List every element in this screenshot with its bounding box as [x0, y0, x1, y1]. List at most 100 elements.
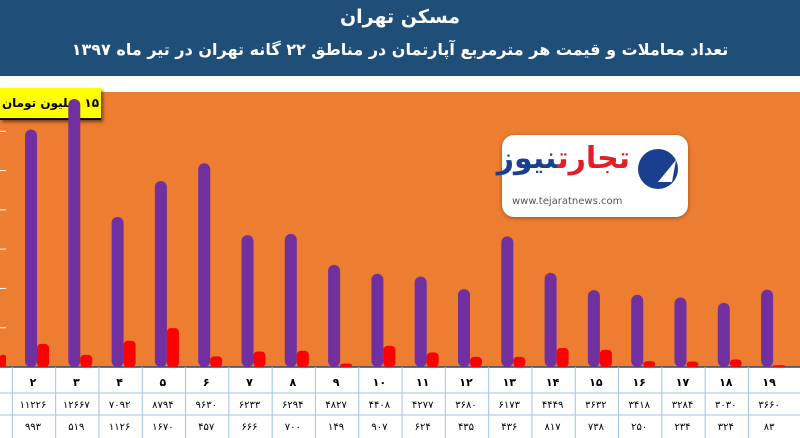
count-bar — [773, 365, 786, 367]
price-bar — [544, 272, 557, 367]
count-bar — [296, 350, 309, 367]
category-label: ۱۰ — [373, 376, 386, 389]
count-bar — [686, 361, 699, 367]
count-bar — [210, 356, 223, 367]
category-label: ۹ — [333, 376, 340, 389]
count-value-label: ۶۲۴ — [415, 422, 431, 433]
price-value-label: ۳۶۸۰ — [455, 400, 476, 411]
count-bar — [470, 356, 482, 367]
price-bar — [501, 236, 514, 367]
category-label: ۴ — [116, 376, 123, 389]
count-bar — [729, 359, 742, 367]
count-bar — [37, 343, 49, 367]
price-value-label: ۸۷۹۴ — [152, 400, 173, 411]
price-bar — [458, 289, 470, 367]
price-bar — [198, 163, 211, 367]
count-value-label: ۸۱۷ — [545, 422, 562, 433]
count-value-label: ۶۶۶ — [241, 422, 257, 433]
price-bar — [284, 233, 297, 367]
logo-url: www.tejaratnews.com — [512, 196, 623, 207]
count-bar — [123, 340, 136, 367]
count-bar — [643, 361, 656, 367]
price-bar — [631, 294, 644, 367]
price-bar — [111, 216, 124, 367]
price-value-label: ۶۱۷۳ — [499, 400, 521, 411]
price-value-label: ۳۶۳۲ — [585, 400, 606, 411]
category-label: ۱۷ — [676, 376, 690, 389]
count-bar — [166, 328, 179, 367]
price-value-label: ۶۲۳۳ — [239, 400, 261, 411]
price-value-label: ۳۰۳۰ — [715, 400, 736, 411]
price-value-label: ۴۸۲۷ — [325, 400, 347, 411]
category-label: ۵ — [160, 376, 167, 389]
logo-text-red: تجارت — [557, 141, 630, 176]
price-bar — [761, 289, 774, 367]
count-bar — [426, 352, 439, 367]
count-bar — [340, 363, 353, 367]
price-value-label: ۱۱۲۲۶ — [20, 400, 47, 411]
category-label: ۱۴ — [546, 376, 560, 389]
category-label: ۱۱ — [416, 376, 429, 389]
category-label: ۱۹ — [762, 376, 776, 389]
chart-header: مسکن تهران تعداد معاملات و قیمت هر مترمر… — [0, 0, 800, 76]
partial-count-bar — [0, 355, 6, 367]
count-value-label: ۴۳۶ — [501, 422, 517, 433]
count-value-label: ۷۳۸ — [588, 422, 605, 433]
count-bar — [253, 351, 266, 367]
price-value-label: ۶۲۹۴ — [282, 400, 303, 411]
data-table-area — [0, 367, 800, 438]
category-label: ۸ — [289, 376, 296, 389]
scale-badge: ۱۵ میلیون تومان — [0, 88, 101, 120]
price-value-label: ۴۴۰۸ — [369, 400, 391, 411]
count-bar — [513, 356, 526, 367]
count-bar — [599, 349, 612, 367]
count-value-label: ۱۶۷۰ — [152, 422, 173, 433]
count-value-label: ۹۹۳ — [25, 422, 42, 433]
price-value-label: ۴۲۷۷ — [412, 400, 434, 411]
price-bar — [154, 180, 167, 367]
price-bar — [371, 273, 384, 367]
count-value-label: ۱۱۲۶ — [109, 422, 130, 433]
price-bar — [414, 276, 427, 367]
count-value-label: ۲۵۰ — [631, 422, 647, 433]
category-label: ۱۶ — [632, 376, 645, 389]
price-bar — [328, 264, 341, 367]
category-label: ۱۵ — [589, 376, 603, 389]
category-label: ۲ — [30, 376, 37, 389]
category-label: ۱۸ — [719, 376, 733, 389]
price-bar — [68, 99, 81, 368]
logo-text-blue: نیوز — [496, 141, 558, 176]
category-label: ۱۳ — [503, 376, 517, 389]
price-value-label: ۳۴۱۸ — [628, 400, 650, 411]
logo-wordmark: تجارتنیوز — [497, 141, 630, 176]
logo-arrow-icon — [658, 160, 676, 182]
count-value-label: ۴۵۷ — [198, 422, 215, 433]
price-bar — [25, 129, 37, 367]
price-value-label: ۳۲۸۴ — [672, 400, 693, 411]
count-value-label: ۵۱۹ — [68, 422, 84, 433]
count-value-label: ۷۰۰ — [285, 422, 301, 433]
price-bar — [241, 235, 254, 367]
chart-title: مسکن تهران — [339, 6, 461, 28]
price-value-label: ۴۴۴۹ — [542, 400, 563, 411]
count-value-label: ۱۴۹ — [328, 422, 344, 433]
count-bar — [80, 354, 93, 367]
price-bar — [717, 302, 730, 367]
price-bar — [587, 290, 600, 367]
count-bar — [556, 347, 569, 367]
category-label: ۳ — [73, 376, 80, 389]
count-bar — [383, 345, 396, 367]
price-value-label: ۳۶۶۰ — [758, 400, 779, 411]
chart-subtitle: تعداد معاملات و قیمت هر مترمربع آپارتمان… — [71, 40, 729, 59]
price-value-label: ۷۰۹۲ — [109, 400, 130, 411]
count-value-label: ۳۲۴ — [718, 422, 734, 433]
tejaratnews-logo: تجارتنیوز www.tejaratnews.com — [497, 135, 688, 217]
count-value-label: ۴۳۵ — [458, 422, 474, 433]
category-label: ۱۲ — [459, 376, 473, 389]
price-value-label: ۱۲۶۶۷ — [63, 400, 90, 411]
category-label: ۶ — [203, 376, 210, 389]
count-value-label: ۲۳۴ — [674, 422, 690, 433]
category-label: ۷ — [246, 376, 253, 389]
price-value-label: ۹۶۳۰ — [195, 400, 216, 411]
